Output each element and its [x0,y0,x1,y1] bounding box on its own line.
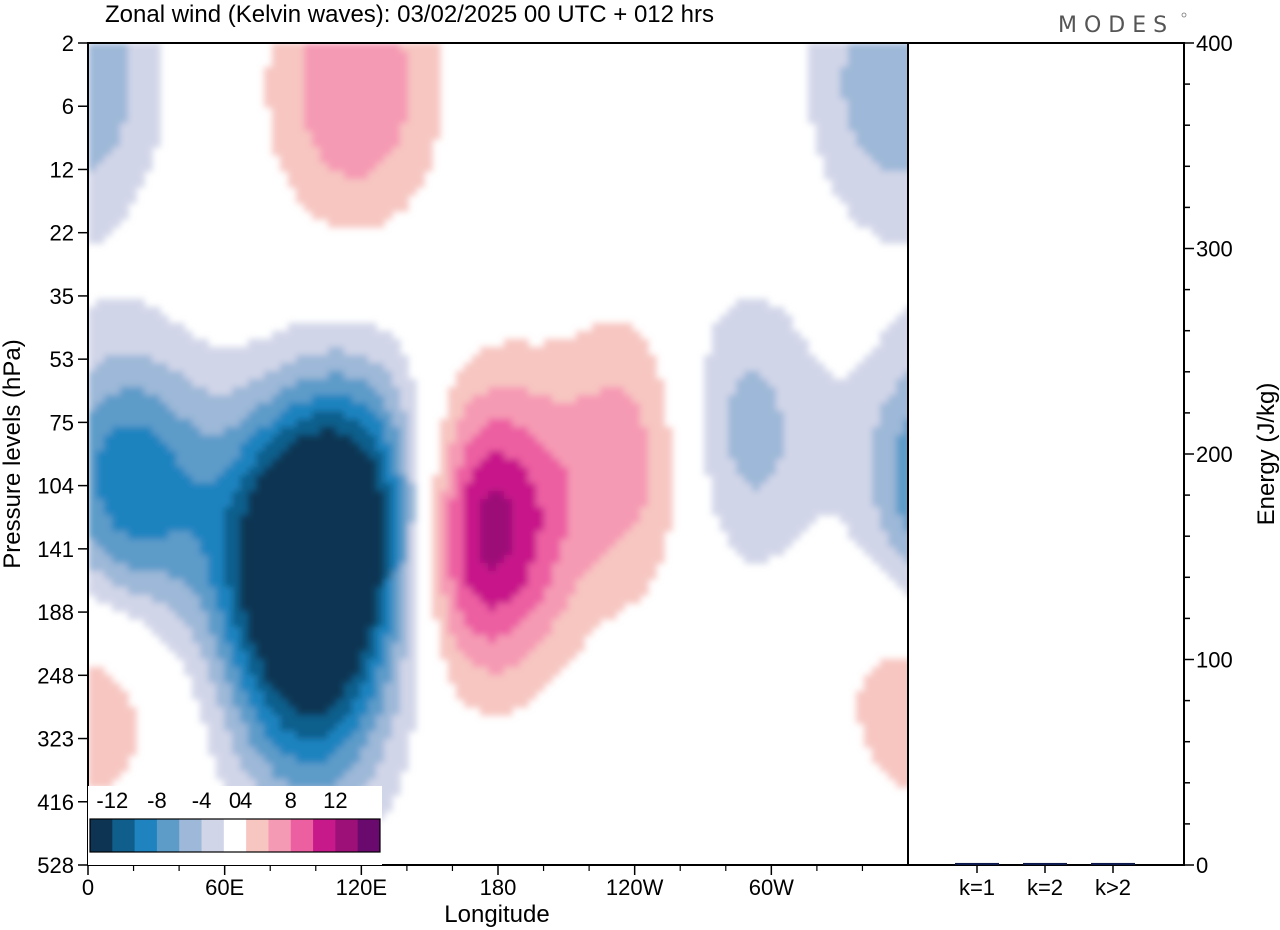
x-tick-label: 60E [205,875,244,900]
energy-tick-label: 100 [1196,648,1233,673]
x-axis-label: Longitude [444,901,549,928]
x-tick-label: 60W [749,875,794,900]
y-tick-label: 22 [50,221,74,246]
colorbar-swatch [134,819,158,852]
colorbar-swatch [90,819,113,852]
colorbar-swatch [179,819,203,852]
y-tick-label: 104 [37,474,74,499]
energy-tick-label: 0 [1196,853,1208,878]
colorbar-frame [89,818,381,853]
colorbar-swatch [268,819,292,852]
colorbar-swatch [112,819,136,852]
chart-title: Zonal wind (Kelvin waves): 03/02/2025 00… [105,1,714,28]
colorbar-swatch [335,819,359,852]
y-tick-label: 53 [50,347,74,372]
energy-bar-chart: 0 100 200 300 400 k=1 k=2 k>2 Energy (J/kg) [907,31,1280,900]
energy-category-label: k>2 [1095,875,1131,900]
colorbar-swatch [156,819,180,852]
y-tick-label: 323 [37,727,74,752]
zonal-wind-heatmap [88,43,908,865]
colorbar-swatch [246,819,269,852]
x-tick-label: 180 [480,875,517,900]
energy-tick-label: 200 [1196,442,1233,467]
y-tick-label: 188 [37,600,74,625]
y-tick-label: 2 [62,31,74,56]
y-tick-label: 75 [50,410,74,435]
energy-frame [907,42,1185,866]
colorbar-legend: -12 -8 -4 04 8 12 [88,786,382,865]
colorbar-swatch [201,819,225,852]
colorbar-label: -12 [96,788,128,813]
energy-axis-label: Energy (J/kg) [1253,383,1280,526]
y-tick-label: 6 [62,94,74,119]
modes-logo: MODES [1058,13,1174,38]
colorbar-label: -4 [192,788,212,813]
colorbar-swatch [290,819,314,852]
modes-logo-mark [1181,12,1187,18]
y-tick-label: 416 [37,790,74,815]
y-tick-label: 12 [50,157,74,182]
y-tick-label: 141 [37,537,74,562]
heatmap-cells [88,43,908,865]
energy-category-label: k=2 [1027,875,1063,900]
x-tick-label: 120E [336,875,387,900]
colorbar-swatch [313,819,336,852]
colorbar-swatch [223,819,247,852]
y-tick-label: 248 [37,663,74,688]
y-axis-label: Pressure levels (hPa) [0,339,26,568]
colorbar-label: 4 [240,788,252,813]
energy-bar [1023,862,1067,865]
energy-category-label: k=1 [959,875,995,900]
energy-tick-label: 400 [1196,31,1233,56]
colorbar-label: 0 [229,788,241,813]
y-tick-label: 528 [37,853,74,878]
energy-bar [955,862,999,865]
x-tick-label: 0 [82,875,94,900]
colorbar-label: -8 [147,788,167,813]
colorbar-label: 8 [285,788,297,813]
energy-bar [1091,862,1135,865]
x-tick-label: 120W [606,875,664,900]
colorbar-label: 12 [323,788,347,813]
energy-tick-label: 300 [1196,237,1233,262]
y-tick-label: 35 [50,284,74,309]
colorbar-swatch [357,819,381,852]
